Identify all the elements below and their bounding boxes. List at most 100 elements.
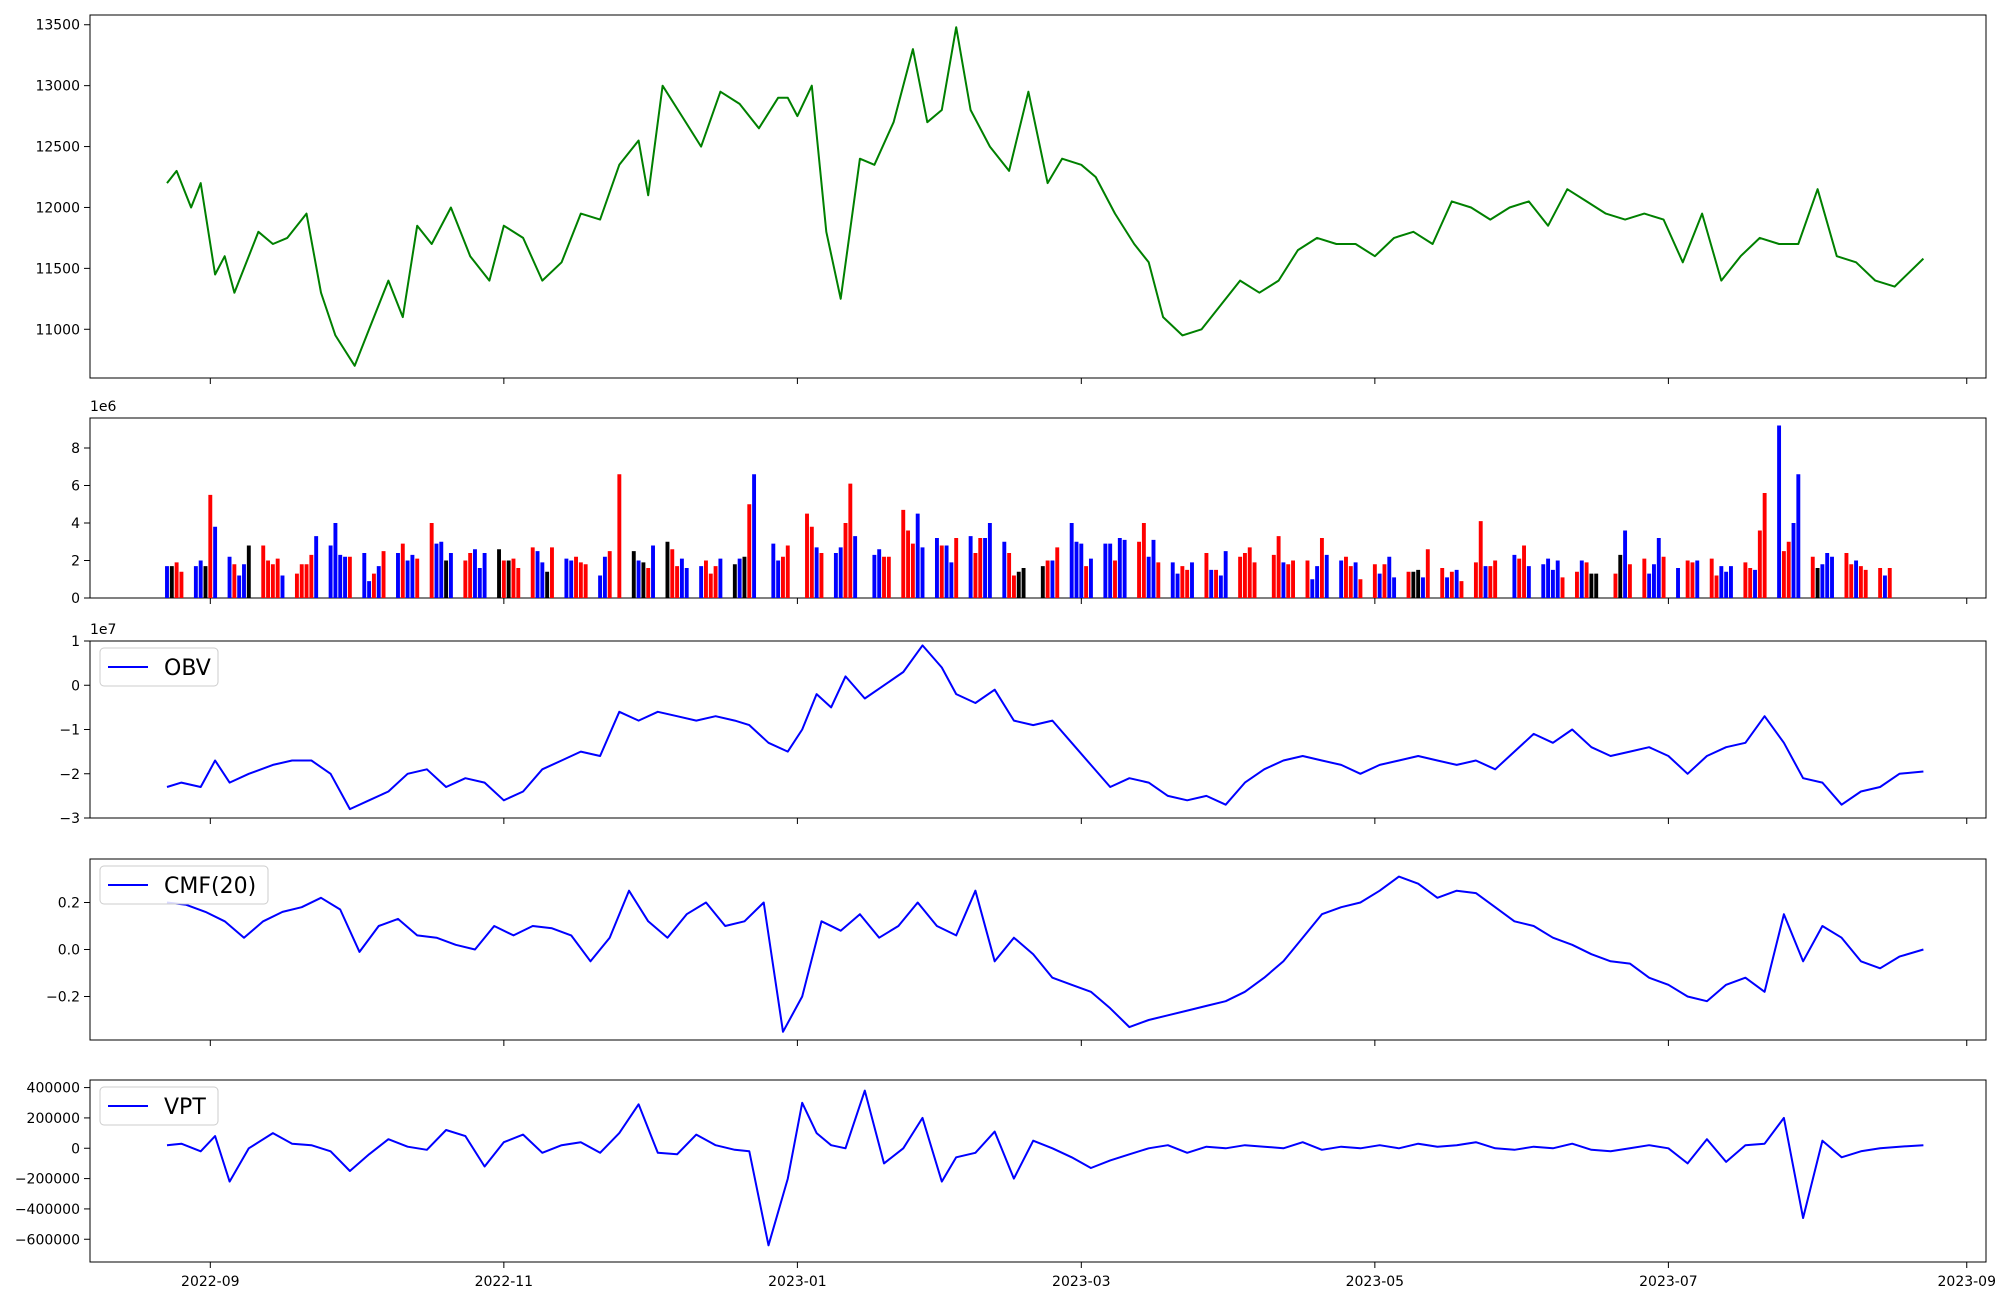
volume-bar xyxy=(1825,553,1830,598)
volume-bar xyxy=(1748,568,1753,598)
volume-bar xyxy=(367,581,372,598)
volume-bar xyxy=(1844,553,1849,598)
volume-bar xyxy=(333,523,338,598)
volume-bar xyxy=(516,568,521,598)
volume-bar xyxy=(886,556,891,598)
volume-bar xyxy=(1555,560,1560,598)
panel-5: −600000 −400000 −200000 0 200000 400000 2022-0… xyxy=(15,1079,1997,1290)
volume-bar xyxy=(1488,566,1493,598)
y-tick-label: 1 xyxy=(71,634,80,650)
volume-bar xyxy=(1088,558,1093,598)
volume-bar xyxy=(1108,543,1113,598)
volume-bar xyxy=(1493,560,1498,598)
volume-bar xyxy=(564,558,569,598)
volume-bar xyxy=(939,545,944,598)
volume-bar xyxy=(1743,562,1748,598)
volume-bar xyxy=(718,558,723,598)
volume-bar xyxy=(1584,562,1589,598)
panel-4: −0.2 0.0 0.2 CMF(20) xyxy=(46,858,1987,1046)
x-tick-label: 2023-07 xyxy=(1639,1274,1698,1290)
y-tick-label: −600000 xyxy=(15,1232,80,1248)
volume-bar xyxy=(704,560,708,598)
legend-box xyxy=(99,865,269,905)
volume-bar xyxy=(906,530,911,598)
volume-bar xyxy=(545,571,550,598)
volume-bar xyxy=(785,545,790,598)
y-tick-label: 0 xyxy=(71,678,80,694)
volume-bar xyxy=(242,564,246,598)
volume-bar xyxy=(1103,543,1108,598)
legend: VPT xyxy=(99,1086,219,1126)
volume-bar xyxy=(1084,566,1089,598)
volume-bar xyxy=(1146,556,1151,598)
volume-bar xyxy=(477,568,482,598)
volume-bar xyxy=(915,513,920,598)
volume-bar xyxy=(294,573,299,598)
volume-bar xyxy=(670,549,675,598)
volume-bar xyxy=(213,526,218,598)
volume-bar xyxy=(598,575,603,598)
volume-bar xyxy=(1372,564,1377,598)
y-tick-label: 13000 xyxy=(35,79,80,95)
volume-bar xyxy=(1242,553,1247,598)
volume-bar xyxy=(506,560,511,598)
volume-bar xyxy=(1882,575,1887,598)
volume-bar xyxy=(1594,573,1599,598)
volume-bar xyxy=(583,564,588,598)
volume-bar xyxy=(232,564,237,598)
volume-bar xyxy=(843,523,848,598)
volume-bar xyxy=(1122,539,1127,598)
volume-bar xyxy=(1175,573,1180,598)
axis-offset-label: 1e7 xyxy=(90,622,116,638)
volume-bar xyxy=(1546,558,1551,598)
volume-bar xyxy=(1281,562,1286,598)
volume-bar xyxy=(405,560,410,598)
volume-bar xyxy=(1483,566,1488,598)
volume-bar xyxy=(1180,566,1185,598)
volume-bar xyxy=(1550,569,1555,598)
volume-bar xyxy=(1002,541,1007,598)
volume-bar xyxy=(1719,566,1724,598)
volume-bar xyxy=(1040,566,1045,598)
y-tick-label: 2 xyxy=(71,554,80,570)
volume-bar xyxy=(708,573,713,598)
volume-bar xyxy=(381,551,386,598)
volume-bar xyxy=(617,474,622,598)
y-tick-label: −400000 xyxy=(15,1202,80,1218)
panel-1: 11000 11500 12000 12500 13000 13500 xyxy=(35,14,1987,384)
volume-bar xyxy=(665,541,670,598)
y-tick-label: −200000 xyxy=(15,1172,80,1188)
volume-bar xyxy=(1291,560,1295,598)
volume-bar xyxy=(987,523,992,598)
volume-bar xyxy=(174,562,179,598)
volume-bar xyxy=(1310,579,1315,598)
volume-bar xyxy=(1647,573,1652,598)
volume-bar xyxy=(1247,547,1252,598)
y-tick-label: −2 xyxy=(59,767,80,783)
volume-bar xyxy=(439,541,444,598)
volume-bar xyxy=(1016,571,1021,598)
volume-bar xyxy=(338,554,343,598)
y-tick-label: 12500 xyxy=(35,140,80,156)
x-tick-label: 2023-09 xyxy=(1938,1274,1997,1290)
volume-bar xyxy=(1074,541,1079,598)
volume-bar xyxy=(1137,541,1142,598)
volume-bar xyxy=(468,553,473,598)
axes-frame xyxy=(89,417,1987,599)
volume-bar xyxy=(569,560,574,598)
volume-bar xyxy=(1459,581,1464,598)
volume-bar xyxy=(376,566,381,598)
x-tick-label: 2023-05 xyxy=(1346,1274,1405,1290)
volume-bar xyxy=(675,566,680,598)
y-tick-label: −3 xyxy=(59,811,80,827)
volume-bar xyxy=(1526,566,1531,598)
volume-bar xyxy=(737,558,742,598)
volume-bar xyxy=(1753,569,1757,598)
series-line-cmf-20 xyxy=(166,875,1924,1033)
panel-3: −3 −2 −1 0 1 1e7 OBV xyxy=(59,622,1987,827)
volume-bar xyxy=(944,545,949,598)
volume-bar xyxy=(371,573,376,598)
volume-bar xyxy=(1411,571,1416,598)
y-tick-label: 0 xyxy=(71,591,80,607)
